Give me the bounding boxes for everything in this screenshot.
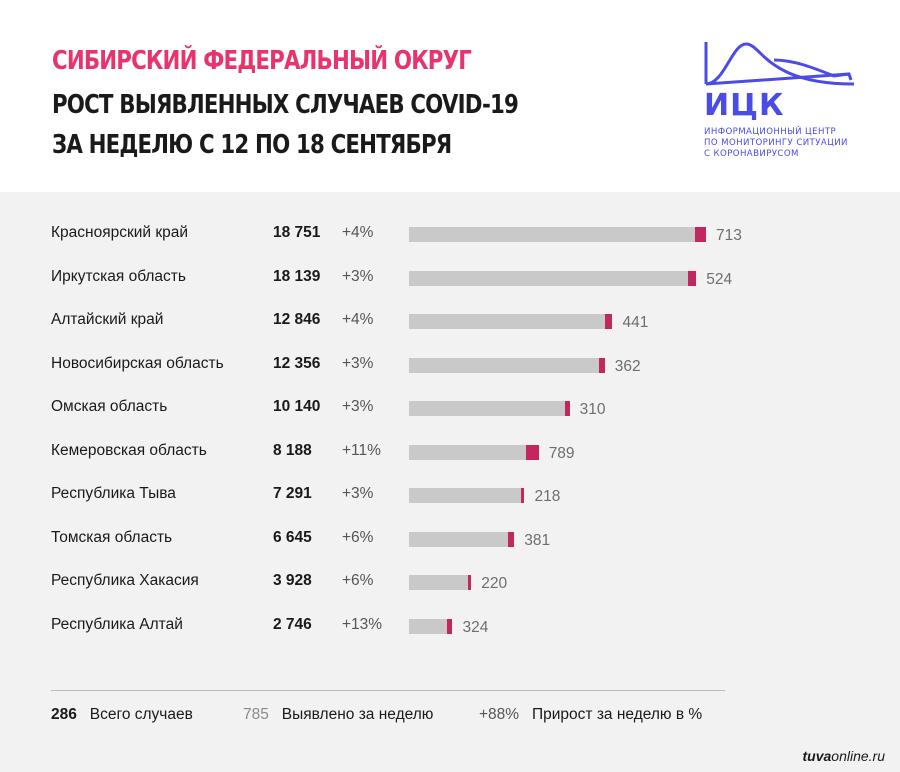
weekly-bar: [467, 575, 472, 590]
total-bar: [409, 357, 599, 373]
total-cases-label: 7 291: [273, 485, 312, 502]
weekly-bar: [694, 227, 706, 242]
wave-logo-icon: [704, 42, 855, 86]
total-cases-label: 18 751: [273, 224, 321, 241]
legend-total: 286 Всего случаев: [51, 706, 193, 724]
legend-growth-label: Прирост за неделю в %: [532, 706, 703, 723]
legend-weekly: 785 Выявлено за неделю: [243, 706, 433, 724]
total-cases-label: 8 188: [273, 441, 312, 459]
weekly-value-label: 789: [548, 444, 575, 462]
weekly-value-label: 218: [534, 488, 561, 505]
source-credit-bold: tuva: [802, 748, 832, 764]
total-cases-label: 10 140: [273, 398, 321, 415]
region-label: Томская область: [51, 528, 173, 546]
weekly-bar: [447, 618, 453, 634]
total-bar: [409, 618, 448, 634]
legend-weekly-label: Выявлено за неделю: [281, 706, 434, 723]
region-label: Республика Алтай: [51, 615, 183, 633]
growth-percent-label: +3%: [342, 485, 374, 502]
weekly-value-label: 524: [706, 270, 733, 288]
logo-stroke-curve: [773, 58, 853, 81]
weekly-bar: [605, 314, 613, 329]
total-bar: [409, 401, 565, 416]
growth-percent-label: +11%: [342, 441, 381, 459]
legend-weekly-number: 785: [243, 706, 269, 723]
region-label: Красноярский край: [51, 224, 189, 241]
region-label: Кемеровская область: [51, 441, 207, 459]
chart-row: Иркутская область 18 139 +3% 524: [0, 258, 900, 298]
total-bar: [409, 314, 606, 329]
total-bar: [409, 270, 688, 286]
header: СИБИРСКИЙ ФЕДЕРАЛЬНЫЙ ОКРУГ РОСТ ВЫЯВЛЕН…: [0, 0, 900, 192]
weekly-bar: [688, 270, 697, 286]
logo-stroke-line: [705, 72, 850, 86]
total-cases-label: 3 928: [273, 572, 312, 589]
growth-percent-label: +4%: [342, 311, 374, 328]
chart-row: Республика Хакасия 3 928 +6% 220: [0, 562, 900, 602]
logo-subtitle: ИНФОРМАЦИОННЫЙ ЦЕНТР ПО МОНИТОРИНГУ СИТУ…: [704, 127, 864, 160]
total-bar: [409, 227, 695, 242]
chart-row: Томская область 6 645 +6% 381: [0, 519, 900, 559]
weekly-bar: [598, 357, 605, 373]
title-line-3: ЗА НЕДЕЛЮ С 12 ПО 18 СЕНТЯБРЯ: [52, 130, 452, 160]
chart-row: Республика Тыва 7 291 +3% 218: [0, 475, 900, 515]
growth-percent-label: +13%: [342, 615, 383, 633]
total-bar: [409, 444, 527, 460]
chart-row: Новосибирская область 12 356 +3% 362: [0, 345, 900, 385]
weekly-value-label: 324: [462, 618, 489, 636]
source-credit-rest: online.ru: [831, 748, 885, 764]
total-bar: [409, 531, 509, 547]
legend-total-number: 286: [51, 706, 77, 723]
chart-row: Омская область 10 140 +3% 310: [0, 388, 900, 428]
logo-subtitle-line: ПО МОНИТОРИНГУ СИТУАЦИИ: [704, 138, 848, 148]
chart-panel: [0, 192, 900, 772]
weekly-bar: [508, 531, 515, 547]
legend-divider: [51, 690, 725, 691]
region-label: Республика Тыва: [51, 485, 176, 502]
chart-row: Красноярский край 18 751 +4% 713: [0, 214, 900, 254]
logo-name: ИЦК: [704, 88, 785, 123]
ick-logo: ИЦК ИНФОРМАЦИОННЫЙ ЦЕНТР ПО МОНИТОРИНГУ …: [704, 40, 864, 180]
logo-subtitle-line: С КОРОНАВИРУСОМ: [704, 149, 799, 159]
growth-percent-label: +3%: [342, 354, 374, 372]
total-cases-label: 12 846: [273, 311, 321, 328]
title-line-2: РОСТ ВЫЯВЛЕННЫХ СЛУЧАЕВ COVID-19: [52, 90, 519, 120]
growth-percent-label: +4%: [342, 224, 374, 241]
weekly-bar: [526, 444, 539, 460]
growth-percent-label: +3%: [342, 267, 374, 285]
total-bar: [409, 488, 522, 503]
growth-percent-label: +6%: [342, 528, 374, 546]
weekly-bar: [521, 488, 525, 503]
weekly-value-label: 220: [481, 575, 508, 592]
chart-row: Республика Алтай 2 746 +13% 324: [0, 606, 900, 646]
total-cases-label: 2 746: [273, 615, 312, 633]
region-label: Омская область: [51, 398, 168, 415]
logo-subtitle-line: ИНФОРМАЦИОННЫЙ ЦЕНТР: [704, 127, 837, 137]
growth-percent-label: +3%: [342, 398, 374, 415]
chart-row: Кемеровская область 8 188 +11% 789: [0, 432, 900, 472]
legend-growth: +88% Прирост за неделю в %: [479, 706, 702, 724]
weekly-value-label: 362: [614, 357, 641, 375]
region-label: Новосибирская область: [51, 354, 224, 372]
region-label: Иркутская область: [51, 267, 186, 285]
weekly-value-label: 713: [716, 227, 742, 244]
region-label: Алтайский край: [51, 311, 164, 328]
weekly-bar: [564, 401, 570, 416]
weekly-value-label: 310: [579, 401, 606, 418]
chart-row: Алтайский край 12 846 +4% 441: [0, 301, 900, 341]
title-line-1: СИБИРСКИЙ ФЕДЕРАЛЬНЫЙ ОКРУГ: [52, 46, 472, 76]
source-credit: tuvaonline.ru: [803, 748, 886, 764]
legend-growth-number: +88%: [479, 706, 520, 723]
total-cases-label: 6 645: [273, 528, 312, 546]
weekly-value-label: 381: [524, 531, 551, 549]
total-cases-label: 12 356: [273, 354, 321, 372]
legend-total-label: Всего случаев: [89, 706, 193, 723]
total-cases-label: 18 139: [273, 267, 321, 285]
total-bar: [409, 575, 468, 590]
growth-percent-label: +6%: [342, 572, 374, 589]
weekly-value-label: 441: [622, 314, 649, 331]
region-label: Республика Хакасия: [51, 572, 199, 589]
